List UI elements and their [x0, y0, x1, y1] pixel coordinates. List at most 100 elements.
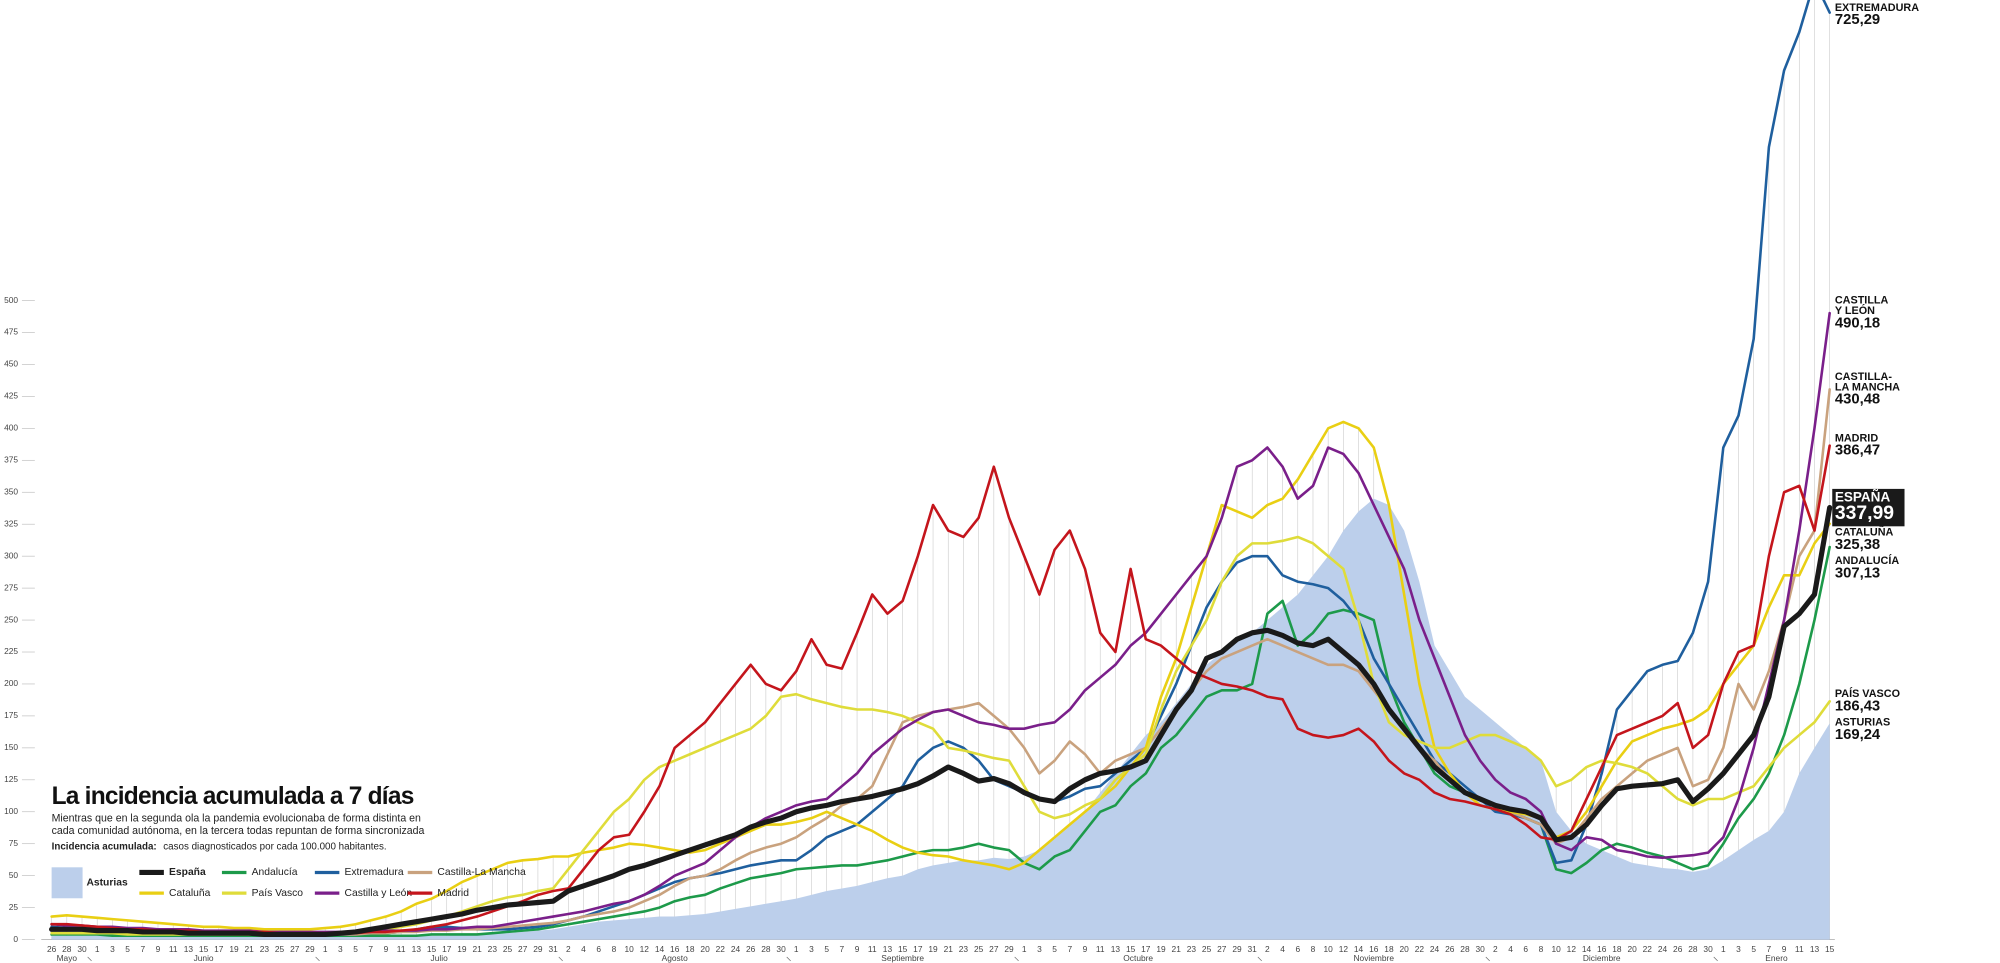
x-tick-label: 13 [184, 944, 194, 954]
end-label-value: 337,99 [1835, 502, 1894, 524]
x-tick-label: 9 [1083, 944, 1088, 954]
month-label: Diciembre [1583, 953, 1621, 963]
end-label-value: 430,48 [1835, 392, 1880, 408]
end-label-name: LA MANCHA [1835, 381, 1900, 393]
x-tick-label: 30 [1475, 944, 1485, 954]
end-label-name: EXTREMADURA [1835, 2, 1919, 14]
x-tick-label: 17 [442, 944, 452, 954]
x-tick-label: 5 [353, 944, 358, 954]
legend-label: Asturias [86, 878, 128, 889]
end-label-value: 490,18 [1835, 315, 1880, 331]
month-separator [315, 956, 320, 962]
x-tick-label: 21 [472, 944, 482, 954]
y-tick-label: 200 [4, 678, 18, 688]
x-tick-label: 19 [1156, 944, 1166, 954]
legend-label: Extremadura [345, 867, 404, 878]
x-tick-label: 25 [503, 944, 513, 954]
x-tick-label: 31 [1248, 944, 1258, 954]
x-tick-label: 11 [868, 944, 877, 954]
month-separator [786, 956, 791, 962]
x-tick-label: 5 [125, 944, 130, 954]
x-tick-label: 18 [685, 944, 695, 954]
y-tick-label: 250 [4, 614, 18, 624]
x-tick-label: 25 [1202, 944, 1212, 954]
x-tick-label: 17 [1141, 944, 1151, 954]
x-tick-label: 10 [624, 944, 634, 954]
legend-label: Cataluña [169, 888, 211, 899]
subtitle-line: cada comunidad autónoma, en la tercera t… [52, 825, 425, 837]
x-tick-label: 27 [290, 944, 300, 954]
y-tick-label: 500 [4, 295, 18, 305]
x-tick-label: 7 [840, 944, 845, 954]
y-tick-label: 25 [9, 902, 19, 912]
month-separator [558, 956, 563, 962]
x-tick-label: 27 [989, 944, 999, 954]
x-tick-label: 22 [1415, 944, 1425, 954]
month-separator [1014, 956, 1019, 962]
x-tick-label: 6 [1295, 944, 1300, 954]
end-label-name: MADRID [1835, 432, 1878, 444]
note-text: casos diagnosticados por cada 100.000 ha… [163, 841, 386, 852]
x-tick-label: 8 [612, 944, 617, 954]
x-tick-label: 7 [140, 944, 145, 954]
month-label: Septiembre [881, 953, 924, 963]
chart-note: Incidencia acumulada: casos diagnosticad… [52, 841, 387, 852]
x-tick-label: 23 [959, 944, 969, 954]
x-tick-label: 3 [809, 944, 814, 954]
end-label-name: PAÍS VASCO [1835, 687, 1900, 700]
y-tick-label: 450 [4, 359, 18, 369]
legend-label: Madrid [437, 888, 469, 899]
x-tick-label: 13 [1810, 944, 1820, 954]
x-tick-label: 23 [260, 944, 270, 954]
end-label-value: 725,29 [1835, 12, 1880, 28]
areas [51, 498, 1830, 940]
x-tick-label: 20 [700, 944, 710, 954]
x-tick-label: 4 [581, 944, 586, 954]
x-tick-label: 11 [397, 944, 406, 954]
x-tick-label: 30 [77, 944, 87, 954]
x-tick-label: 14 [655, 944, 665, 954]
chart-title: La incidencia acumulada a 7 días [52, 783, 414, 810]
x-tick-label: 10 [1551, 944, 1561, 954]
x-tick-label: 1 [794, 944, 799, 954]
month-label: Noviembre [1354, 953, 1395, 963]
x-tick-label: 3 [110, 944, 115, 954]
x-tick-label: 23 [488, 944, 498, 954]
x-tick-label: 7 [1767, 944, 1772, 954]
x-tick-label: 18 [1384, 944, 1394, 954]
x-tick-label: 19 [928, 944, 938, 954]
x-tick-label: 28 [1460, 944, 1470, 954]
x-tick-label: 24 [1430, 944, 1440, 954]
x-tick-label: 6 [1523, 944, 1528, 954]
x-tick-label: 16 [1369, 944, 1379, 954]
x-tick-label: 6 [596, 944, 601, 954]
x-tick-label: 30 [1703, 944, 1713, 954]
x-tick-label: 21 [245, 944, 255, 954]
x-tick-label: 1 [1022, 944, 1027, 954]
x-tick-label: 18 [1612, 944, 1622, 954]
x-tick-label: 24 [1658, 944, 1668, 954]
x-tick-label: 12 [1339, 944, 1349, 954]
x-tick-label: 14 [1354, 944, 1364, 954]
y-tick-label: 350 [4, 486, 18, 496]
x-tick-label: 27 [1217, 944, 1227, 954]
x-tick-label: 2 [566, 944, 571, 954]
x-tick-label: 8 [1539, 944, 1544, 954]
end-label-value: 386,47 [1835, 443, 1880, 459]
x-tick-label: 3 [1037, 944, 1042, 954]
x-tick-label: 29 [1232, 944, 1242, 954]
end-label-name: CASTILLA [1835, 295, 1889, 307]
x-tick-label: 9 [1782, 944, 1787, 954]
month-label: Mayo [57, 953, 78, 963]
y-tick-label: 400 [4, 423, 18, 433]
x-tick-label: 22 [1643, 944, 1653, 954]
y-tick-label: 75 [9, 838, 19, 848]
legend-label: País Vasco [252, 888, 304, 899]
end-label-value: 169,24 [1835, 727, 1881, 743]
month-label: Octubre [1123, 953, 1153, 963]
x-tick-label: 26 [1445, 944, 1455, 954]
x-tick-label: 7 [1067, 944, 1072, 954]
y-tick-label: 475 [4, 327, 18, 337]
